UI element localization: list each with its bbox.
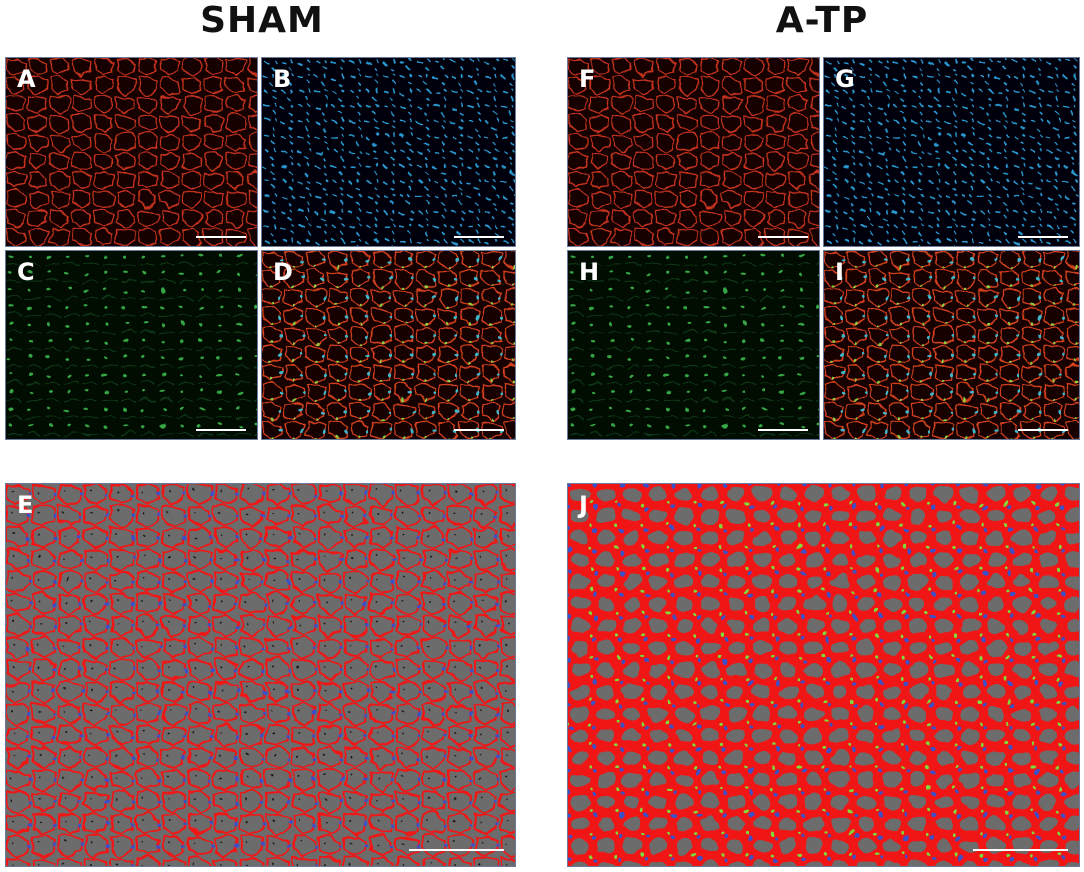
panel-border	[261, 57, 516, 247]
micrograph-panel: G	[823, 57, 1080, 247]
panel-label: J	[577, 491, 588, 519]
panel-label: A	[17, 65, 36, 93]
micrograph-panel: B	[261, 57, 516, 247]
micrograph-panel: A	[5, 57, 258, 247]
panel-label: F	[579, 65, 595, 93]
panel-border	[823, 250, 1080, 440]
panel-border	[5, 483, 516, 867]
group-title: A-TP	[776, 0, 868, 41]
panel-label: G	[835, 65, 855, 93]
micrograph	[261, 250, 516, 440]
panel-border	[5, 250, 258, 440]
micrograph	[261, 57, 516, 247]
panel-border	[5, 57, 258, 247]
micrograph	[567, 483, 1080, 867]
micrograph	[5, 250, 258, 440]
micrograph-panel: E	[5, 483, 516, 867]
panel-border	[567, 57, 820, 247]
panel-label: B	[273, 65, 291, 93]
panel-border	[261, 250, 516, 440]
micrograph-panel: C	[5, 250, 258, 440]
micrograph-panel: D	[261, 250, 516, 440]
group-title: SHAM	[200, 0, 324, 41]
panel-label: H	[579, 258, 599, 286]
micrograph	[5, 483, 516, 867]
micrograph-panel: H	[567, 250, 820, 440]
panel-label: D	[273, 258, 293, 286]
panel-border	[567, 250, 820, 440]
micrograph-panel: F	[567, 57, 820, 247]
panel-border	[823, 57, 1080, 247]
micrograph	[823, 250, 1080, 440]
panel-label: I	[835, 258, 844, 286]
panel-label: E	[17, 491, 33, 519]
micrograph	[823, 57, 1080, 247]
micrograph	[567, 57, 820, 247]
panel-border	[567, 483, 1080, 867]
micrograph	[567, 250, 820, 440]
micrograph-panel: I	[823, 250, 1080, 440]
panel-label: C	[17, 258, 35, 286]
micrograph-panel: J	[567, 483, 1080, 867]
micrograph	[5, 57, 258, 247]
